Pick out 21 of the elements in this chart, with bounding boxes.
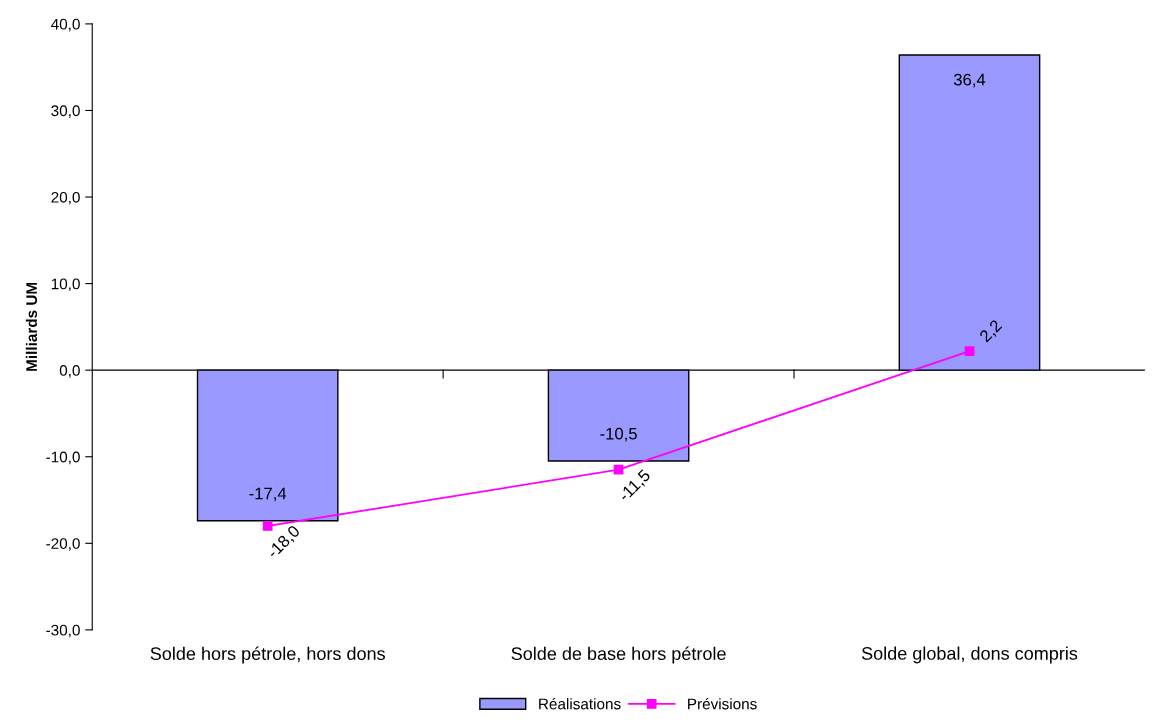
y-tick-label: 30,0 <box>51 105 80 118</box>
legend-label: Réalisations <box>539 697 621 710</box>
legend-label: Prévisions <box>688 697 757 710</box>
point <box>262 521 273 531</box>
y-tick-label: 20,0 <box>51 191 80 205</box>
y-tick-label: -20,0 <box>46 538 80 551</box>
y-tick-label: -10,0 <box>46 451 80 465</box>
data-label: -10,5 <box>600 427 637 442</box>
data-label: -17,4 <box>249 487 287 502</box>
y-tick-label: 40,0 <box>51 18 80 32</box>
y-tick-label: 10,0 <box>51 278 80 292</box>
data-label: 2,2 <box>978 319 1004 344</box>
point <box>964 346 975 356</box>
x-tick-label: Solde hors pétrole, hors dons <box>150 646 385 664</box>
x-tick-label: Solde de base hors pétrole <box>511 646 726 664</box>
y-tick-label: -30,0 <box>46 624 80 638</box>
y-axis-title: Milliards UM <box>25 282 38 371</box>
point <box>613 464 624 475</box>
x-tick-label: Solde global, dons compris <box>861 646 1078 664</box>
y-tick-label: 0,0 <box>59 365 80 378</box>
data-label: 36,4 <box>953 73 986 88</box>
